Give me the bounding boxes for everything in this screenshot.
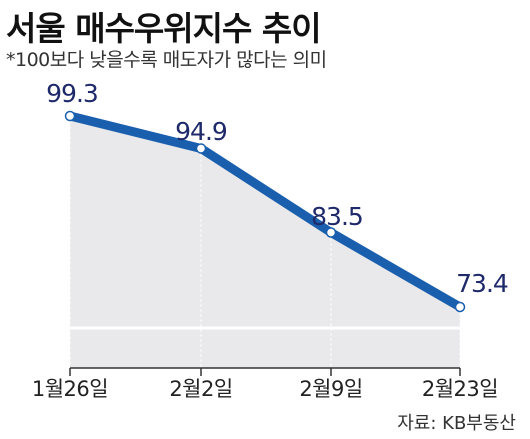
data-label: 83.5 — [311, 202, 363, 231]
x-tick-label: 2월23일 — [422, 377, 498, 401]
source-note: 자료: KB부동산 — [397, 413, 516, 434]
chart-title: 서울 매수우위지수 추이 — [6, 9, 322, 48]
x-tick-label: 2월9일 — [299, 377, 362, 401]
data-point — [325, 227, 337, 238]
chart-subtitle: *100보다 낮을수록 매도자가 많다는 의미 — [6, 49, 327, 71]
x-tick-label: 2월2일 — [169, 377, 232, 401]
data-label: 94.9 — [175, 117, 227, 146]
series-line — [65, 111, 465, 312]
data-point — [454, 301, 466, 313]
data-label: 73.4 — [456, 269, 508, 298]
x-tick-label: 1월26일 — [32, 377, 108, 401]
area-fill — [70, 116, 460, 368]
data-point — [64, 110, 76, 122]
data-point — [195, 143, 207, 154]
data-label: 99.3 — [46, 79, 98, 108]
